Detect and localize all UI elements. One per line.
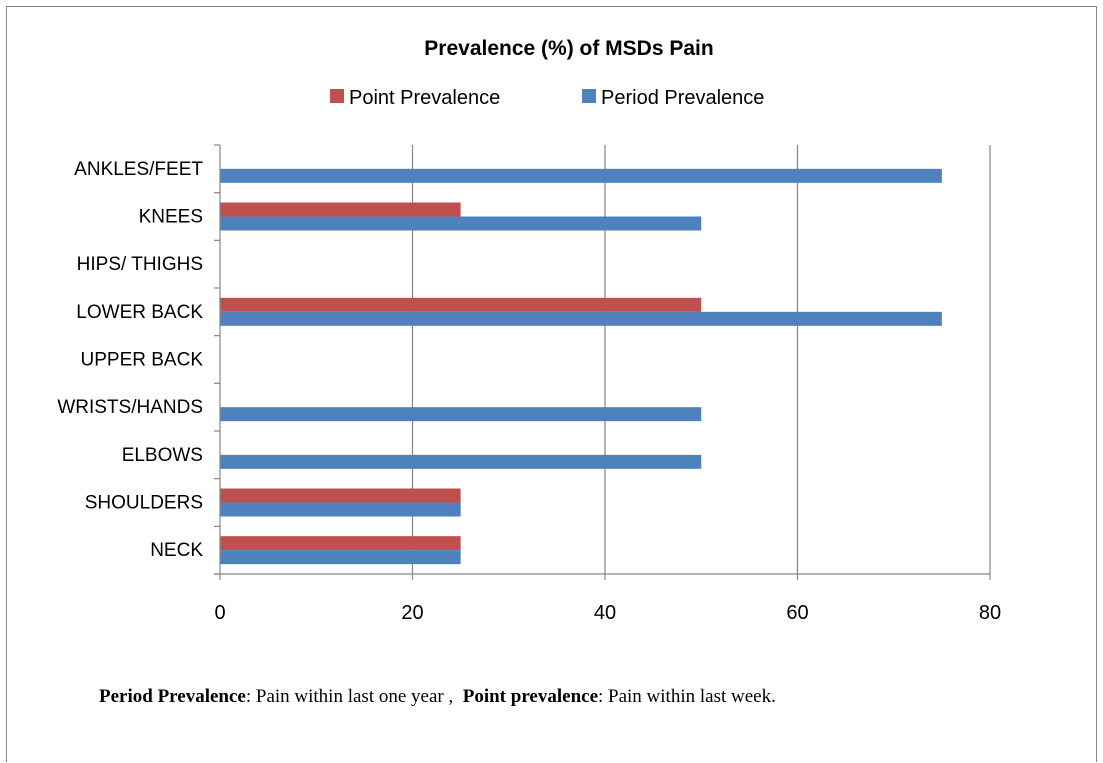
category-label: HIPS/ THIGHS [77,254,203,275]
footnote-term-period: Period Prevalence [99,686,246,707]
chart-frame: Prevalence (%) of MSDs Pain Point Preval… [6,6,1097,762]
category-label: UPPER BACK [81,350,204,371]
category-label: ELBOWS [122,445,203,466]
bar-period-knees [220,216,702,231]
category-label: KNEES [139,207,203,228]
legend-label-point: Point Prevalence [349,87,500,109]
bar-period-elbows [220,454,702,469]
category-label: ANKLES/FEET [74,159,203,180]
footnote-def-point: : Pain within last week. [598,686,776,707]
axes [214,144,990,580]
bar-period-lower-back [220,311,942,326]
bar-point-lower-back [220,297,702,312]
bar-period-neck [220,550,461,565]
tick-labels: 0 20 40 60 80 [214,602,1001,624]
x-tick-label: 60 [786,602,808,624]
footnote-def-period: : Pain within last one year , [245,686,454,707]
bar-point-knees [220,202,461,217]
bar-period-shoulders [220,502,461,517]
legend-swatch-point [330,89,344,103]
bar-point-neck [220,536,461,551]
legend: Point Prevalence Period Prevalence [330,87,764,109]
category-label: NECK [150,540,203,561]
chart: Prevalence (%) of MSDs Pain Point Preval… [57,37,1001,624]
category-label: WRISTS/HANDS [57,397,203,418]
category-label: SHOULDERS [85,493,203,514]
x-tick-label: 40 [594,602,616,624]
gridlines [411,145,991,580]
category-labels: NECK SHOULDERS ELBOWS WRISTS/HANDS UPPER BAC… [57,159,203,561]
bar-period-ankles-feet [220,168,942,183]
legend-label-period: Period Prevalence [601,87,764,109]
footnote: Period Prevalence: Pain within last one … [99,686,1099,708]
x-tick-label: 80 [979,602,1001,624]
legend-swatch-period [582,89,596,103]
bar-point-shoulders [220,488,461,503]
chart-title: Prevalence (%) of MSDs Pain [424,37,713,60]
x-tick-label: 20 [401,602,423,624]
x-tick-label: 0 [214,602,225,624]
bar-period-wrists-hands [220,407,702,422]
category-label: LOWER BACK [76,302,203,323]
bars [220,168,942,565]
footnote-term-point: Point prevalence [462,686,598,707]
